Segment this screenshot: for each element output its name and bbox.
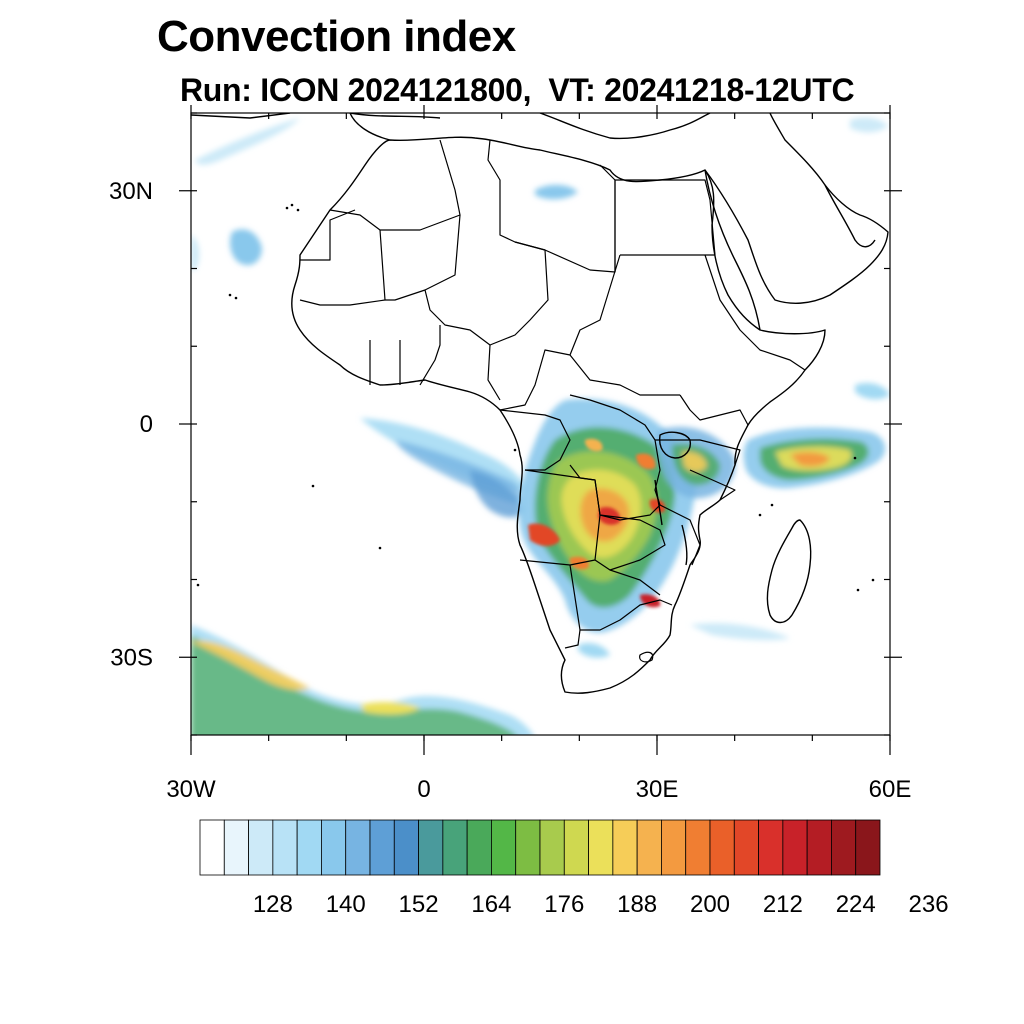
colorbar-box	[685, 819, 711, 876]
colorbar-box	[321, 819, 347, 876]
colorbar-label: 224	[836, 891, 876, 918]
colorbar-box	[296, 819, 322, 876]
convection-field	[191, 117, 890, 735]
colorbar-label: 212	[763, 891, 803, 918]
colorbar-box	[563, 819, 589, 876]
lake-tanganyika	[654, 479, 663, 526]
colorbar-box	[248, 819, 274, 876]
lon-tick-label: 0	[417, 776, 430, 803]
madagascar	[766, 519, 812, 624]
chart-subtitle: Run: ICON 2024121800, VT: 20241218-12UTC	[180, 72, 855, 108]
colorbar-label: 140	[326, 891, 366, 918]
colorbar-box	[806, 819, 832, 876]
colorbar-labels: 128 140 152 164 176 188 200 212 224 236	[253, 891, 949, 918]
colorbar-box	[369, 819, 395, 876]
country-borders	[299, 139, 806, 663]
colorbar-box	[442, 819, 468, 876]
colorbar-label: 200	[690, 891, 730, 918]
colorbar-box	[733, 819, 759, 876]
colorbar-box	[491, 819, 517, 876]
islands	[196, 203, 875, 592]
lon-tick-label: 60E	[869, 776, 912, 803]
lat-tick-label: 0	[140, 411, 153, 438]
colorbar-label: 128	[253, 891, 293, 918]
lat-tick-label: 30N	[109, 178, 153, 205]
colorbar-box	[588, 819, 614, 876]
colorbar-label: 236	[909, 891, 949, 918]
colorbar-box	[199, 819, 225, 876]
axis-tick-labels: 30N 0 30S 30W 0 30E 60E	[109, 178, 911, 803]
colorbar-box	[393, 819, 419, 876]
colorbar-label: 152	[399, 891, 439, 918]
colorbar-box	[223, 819, 249, 876]
colorbar-box	[612, 819, 638, 876]
colorbar-box	[418, 819, 444, 876]
chart-title: Convection index	[157, 12, 516, 61]
coastlines	[191, 113, 889, 694]
colorbar-box	[661, 819, 687, 876]
red-sea	[704, 169, 761, 331]
colorbar-label: 188	[617, 891, 657, 918]
colorbar-box	[855, 819, 881, 876]
mediterranean-north	[349, 113, 711, 140]
colorbar-label: 164	[471, 891, 511, 918]
colorbar-box	[758, 819, 784, 876]
lon-tick-label: 30E	[636, 776, 679, 803]
colorbar	[199, 819, 881, 876]
lat-tick-label: 30S	[110, 644, 153, 671]
colorbar-box	[636, 819, 662, 876]
colorbar-box	[272, 819, 298, 876]
colorbar-box	[782, 819, 808, 876]
colorbar-box	[345, 819, 371, 876]
colorbar-label: 176	[544, 891, 584, 918]
colorbar-box	[539, 819, 565, 876]
arabian-peninsula	[704, 113, 889, 304]
colorbar-box	[831, 819, 857, 876]
colorbar-box	[515, 819, 541, 876]
persian-gulf	[824, 184, 876, 248]
lake-victoria	[658, 431, 692, 459]
colorbar-box	[466, 819, 492, 876]
lon-tick-label: 30W	[166, 776, 216, 803]
plot-frame	[190, 112, 891, 736]
lake-malawi	[681, 524, 688, 566]
axis-ticks	[179, 105, 902, 755]
africa-coastline	[191, 113, 826, 694]
colorbar-box	[709, 819, 735, 876]
